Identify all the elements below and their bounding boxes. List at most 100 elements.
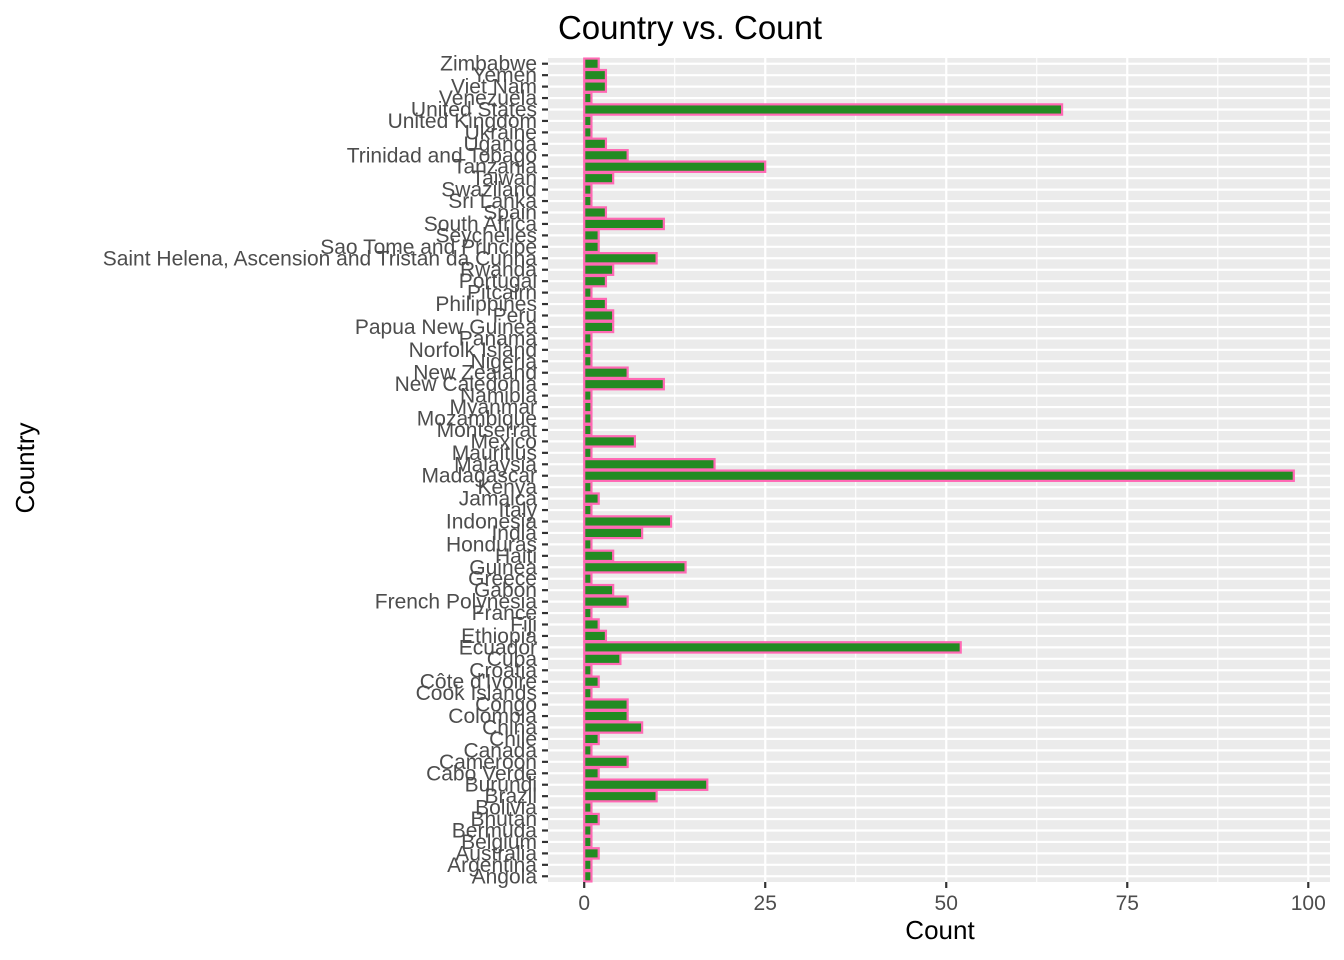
bar (583, 160, 767, 173)
bar (583, 80, 608, 93)
y-tick-label: Montserrat (437, 419, 538, 442)
y-tick-label: Madagascar (421, 465, 537, 488)
y-tick-label: Jamaica (459, 488, 538, 511)
bar (583, 778, 709, 791)
bar (583, 824, 593, 837)
bar (583, 503, 593, 517)
bar (583, 297, 608, 311)
bar (583, 91, 593, 105)
y-tick-label: Cook Islands (416, 682, 537, 705)
y-tick-label: Côte d'Ivoire (420, 671, 537, 694)
bar (583, 332, 593, 345)
x-tick-label: 0 (578, 892, 590, 915)
bar (583, 389, 593, 402)
bar (583, 240, 600, 254)
bar (583, 435, 636, 448)
y-tick-label: Bhutan (470, 808, 537, 831)
y-tick-label: Italy (498, 499, 537, 522)
bar (583, 171, 615, 185)
y-tick-label: Nigeria (470, 350, 537, 373)
y-tick-label: Colombia (448, 705, 537, 728)
x-tick-label: 100 (1291, 892, 1326, 915)
bar (583, 709, 629, 723)
bar (583, 698, 629, 711)
y-tick-label: Ukraine (465, 121, 537, 144)
bar (583, 641, 962, 654)
bars (583, 57, 1295, 883)
y-tick-label: Burundi (465, 774, 537, 797)
bar (583, 858, 593, 872)
bar (583, 870, 593, 883)
bar (583, 549, 615, 563)
y-tick-label: Guinea (469, 556, 537, 579)
bar (583, 229, 600, 242)
bar (583, 343, 593, 357)
y-tick-label: Portugal (459, 270, 537, 293)
y-tick-label: Greece (468, 568, 537, 591)
x-tick-label: 75 (1116, 892, 1139, 915)
bar (583, 721, 644, 734)
y-tick-label: Namibia (460, 385, 537, 408)
y-tick-label: Sri Lanka (448, 190, 537, 213)
y-tick-label: France (472, 602, 537, 625)
y-tick-label: Uganda (463, 133, 537, 156)
y-tick-label: Gabon (474, 579, 537, 602)
y-tick-label: Norfolk Island (409, 339, 537, 362)
bar (583, 68, 608, 82)
y-tick-label: New Zealand (413, 362, 537, 385)
bar (583, 412, 593, 425)
bar (583, 744, 593, 757)
bar (583, 538, 593, 551)
bar (583, 675, 600, 688)
y-tick-label: Sao Tome and Principe (320, 236, 537, 259)
y-axis-title: Country (10, 422, 40, 513)
bar (583, 355, 593, 368)
y-tick-label: Bolivia (475, 797, 537, 820)
y-tick-label: Rwanda (460, 259, 537, 282)
bar (583, 492, 600, 505)
bar (583, 423, 593, 437)
bar (583, 114, 593, 128)
y-tick-label: Cabo Verde (426, 762, 537, 785)
bar (583, 309, 615, 322)
bar (583, 732, 600, 746)
y-tick-label: Haiti (495, 545, 537, 568)
bar (583, 618, 600, 631)
y-tick-label: Seychelles (435, 224, 537, 247)
bar (583, 801, 593, 814)
bar (583, 595, 629, 608)
y-tick-label: China (482, 717, 537, 740)
y-tick-label: Ethiopia (461, 625, 537, 648)
y-tick-label: Argentina (447, 854, 537, 877)
bar (583, 126, 593, 139)
bar (583, 320, 615, 334)
y-tick-label: Brazil (484, 785, 537, 808)
y-tick-label: Papua New Guinea (355, 316, 537, 339)
y-tick-label: Angola (472, 865, 538, 888)
y-tick-label: Honduras (446, 533, 537, 556)
bar (583, 526, 644, 540)
bar (583, 664, 593, 677)
bar (583, 263, 615, 276)
y-tick-label: Myanmar (449, 396, 537, 419)
x-tick-label: 50 (935, 892, 958, 915)
bar (583, 629, 608, 643)
bar (583, 652, 622, 666)
bar (583, 515, 673, 528)
bar (583, 446, 593, 460)
bar (583, 847, 600, 860)
y-tick-label: Taiwan (472, 167, 537, 190)
bar (583, 572, 593, 585)
bar (583, 400, 593, 414)
bar (583, 183, 593, 196)
bar (583, 561, 687, 574)
x-axis: 0 25 50 75 100 (578, 882, 1326, 915)
y-tick-label: Bermuda (452, 820, 538, 843)
bar (583, 789, 658, 803)
bar (583, 149, 629, 162)
y-tick-label: Belgium (461, 831, 537, 854)
x-axis-title: Count (905, 915, 975, 945)
y-tick-label: Congo (475, 694, 537, 717)
bar (583, 137, 608, 151)
bar (583, 377, 665, 391)
